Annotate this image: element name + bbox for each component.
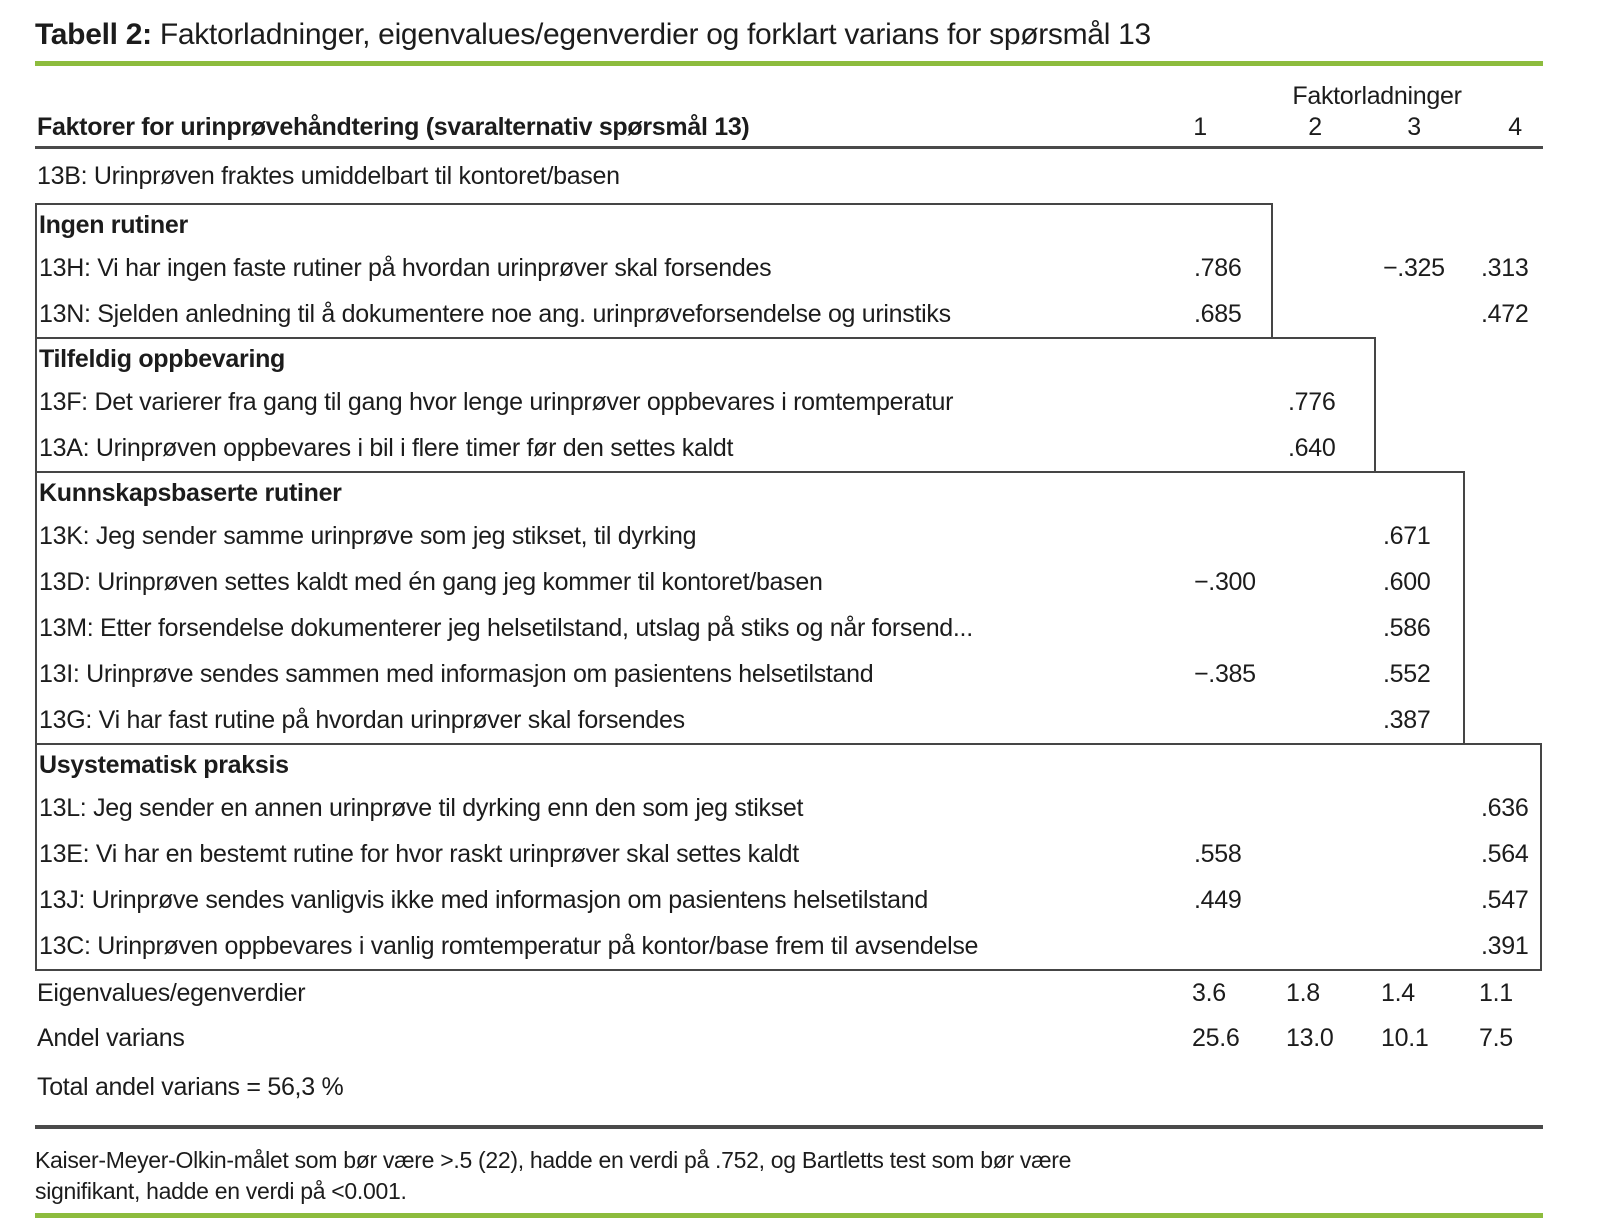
table-footnote: Kaiser-Meyer-Olkin-målet som bør være >.… (35, 1147, 1072, 1204)
group-box-ingen-rutiner: Ingen rutiner 13H: Vi har ingen faste ru… (35, 203, 1529, 339)
group-label: Kunnskapsbaserte rutiner (39, 478, 342, 507)
row-label: 13M: Etter forsendelse dokumenterer jeg … (39, 613, 973, 642)
cell-value: .547 (1481, 885, 1529, 914)
group-label: Usystematisk praksis (39, 750, 289, 779)
header-rule (35, 146, 1543, 149)
table-title-text: Faktorladninger, eigenvalues/egenverdier… (151, 18, 1151, 51)
group-box-tilfeldig-oppbevaring: Tilfeldig oppbevaring 13F: Det varierer … (35, 337, 1376, 473)
cell-value: .552 (1383, 659, 1431, 688)
cell-value: .636 (1481, 793, 1529, 822)
loadings-header-row: Faktorladninger (35, 82, 1543, 110)
row-label: 13B: Urinprøven fraktes umiddelbart til … (37, 161, 620, 190)
summary-row-variance: Andel varians 25.6 13.0 10.1 7.5 (35, 1016, 1543, 1061)
loadings-header: Faktorladninger (1292, 82, 1462, 110)
cell-value: .564 (1481, 839, 1529, 868)
cell-value: 1.8 (1286, 979, 1320, 1007)
cell-value: .776 (1288, 387, 1336, 416)
row-label: 13I: Urinprøve sendes sammen med informa… (39, 659, 874, 688)
cell-value: 3.6 (1192, 979, 1226, 1007)
cell-value: 25.6 (1192, 1024, 1240, 1052)
cell-value: 7.5 (1479, 1024, 1513, 1052)
row-label: 13K: Jeg sender samme urinprøve som jeg … (39, 521, 697, 550)
cell-value: .640 (1288, 433, 1336, 462)
column-header-4: 4 (1508, 113, 1522, 141)
column-header-3: 3 (1407, 113, 1421, 141)
table-row: 13M: Etter forsendelse dokumenterer jeg … (37, 605, 1463, 651)
cell-value: .685 (1194, 299, 1242, 328)
top-green-rule (35, 61, 1543, 66)
row-label: 13D: Urinprøven settes kaldt med én gang… (39, 567, 823, 596)
cell-value: −.300 (1194, 567, 1256, 596)
table-row: 13F: Det varierer fra gang til gang hvor… (37, 379, 1374, 425)
cell-value: .391 (1481, 931, 1529, 960)
table-row: 13N: Sjelden anledning til å dokumentere… (37, 291, 1529, 337)
row-label: Andel varians (37, 1024, 185, 1052)
group-label: Tilfeldig oppbevaring (39, 344, 286, 373)
cell-value: .586 (1383, 613, 1431, 642)
table-row: 13E: Vi har en bestemt rutine for hvor r… (37, 831, 1540, 877)
cell-value: .558 (1194, 839, 1242, 868)
row-label: 13G: Vi har fast rutine på hvordan urinp… (39, 705, 685, 734)
table-row: 13C: Urinprøven oppbevares i vanlig romt… (37, 923, 1540, 969)
bottom-green-rule (35, 1213, 1543, 1218)
group-box-kunnskapsbaserte-rutiner: Kunnskapsbaserte rutiner 13K: Jeg sender… (35, 471, 1465, 745)
table-row: 13L: Jeg sender en annen urinprøve til d… (37, 785, 1540, 831)
cell-value: .449 (1194, 885, 1242, 914)
cell-value: .472 (1481, 299, 1529, 328)
row-label: 13A: Urinprøven oppbevares i bil i flere… (39, 433, 734, 462)
table-row: 13J: Urinprøve sendes vanligvis ikke med… (37, 877, 1540, 923)
group-box-usystematisk-praksis: Usystematisk praksis 13L: Jeg sender en … (35, 743, 1542, 971)
cell-value: .313 (1481, 253, 1529, 282)
total-variance-row: Total andel varians = 56,3 % (37, 1072, 344, 1101)
column-header-row: Faktorer for urinprøvehåndtering (svaral… (35, 110, 1543, 146)
row-label: 13C: Urinprøven oppbevares i vanlig romt… (39, 931, 979, 960)
cell-value: −.385 (1194, 659, 1256, 688)
row-label: 13H: Vi har ingen faste rutiner på hvord… (39, 253, 772, 282)
cell-value: 1.4 (1381, 979, 1415, 1007)
table-row: 13D: Urinprøven settes kaldt med én gang… (37, 559, 1463, 605)
table-row: 13I: Urinprøve sendes sammen med informa… (37, 651, 1463, 697)
table-number-label: Tabell 2: (35, 18, 152, 51)
cell-value: .671 (1383, 521, 1431, 550)
table-row: 13B: Urinprøven fraktes umiddelbart til … (35, 149, 1543, 203)
summary-row-eigenvalues: Eigenvalues/egenverdier 3.6 1.8 1.4 1.1 (35, 971, 1543, 1016)
table-row: 13H: Vi har ingen faste rutiner på hvord… (37, 245, 1529, 291)
row-label: 13E: Vi har en bestemt rutine for hvor r… (39, 839, 799, 868)
cell-value: 10.1 (1381, 1024, 1429, 1052)
group-label: Ingen rutiner (39, 210, 188, 239)
cell-value: .387 (1383, 705, 1431, 734)
stub-header: Faktorer for urinprøvehåndtering (svaral… (37, 113, 750, 141)
table-row: 13G: Vi har fast rutine på hvordan urinp… (37, 697, 1463, 743)
cell-value: −.325 (1383, 253, 1445, 282)
cell-value: 1.1 (1479, 979, 1513, 1007)
table-row: 13A: Urinprøven oppbevares i bil i flere… (37, 425, 1374, 471)
row-label: 13N: Sjelden anledning til å dokumentere… (39, 299, 951, 328)
row-label: 13L: Jeg sender en annen urinprøve til d… (39, 793, 804, 822)
table-row: 13K: Jeg sender samme urinprøve som jeg … (37, 513, 1463, 559)
column-header-1: 1 (1193, 113, 1207, 141)
cell-value: 13.0 (1286, 1024, 1334, 1052)
cell-value: .600 (1383, 567, 1431, 596)
row-label: 13J: Urinprøve sendes vanligvis ikke med… (39, 885, 928, 914)
table-title: Tabell 2: Faktorladninger, eigenvalues/e… (35, 16, 1543, 54)
cell-value: .786 (1194, 253, 1242, 282)
row-label: Eigenvalues/egenverdier (37, 979, 306, 1007)
row-label: 13F: Det varierer fra gang til gang hvor… (39, 387, 954, 416)
column-header-2: 2 (1308, 113, 1322, 141)
footnote-rule (35, 1125, 1543, 1129)
